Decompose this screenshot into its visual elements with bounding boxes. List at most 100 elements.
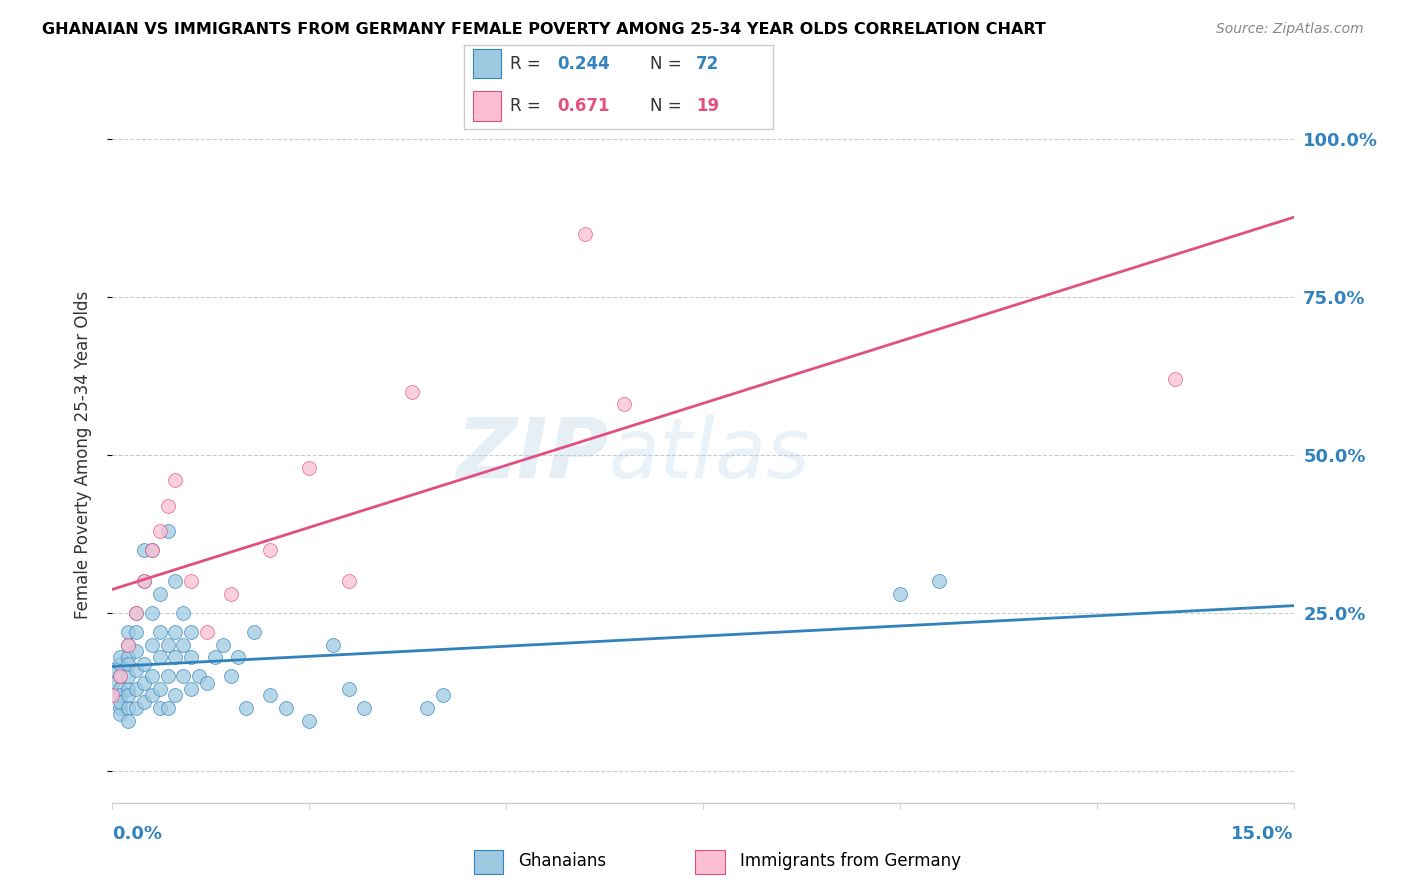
Point — [156, 669, 179, 683]
Point — [188, 669, 211, 683]
Text: atlas: atlas — [609, 415, 810, 495]
Point — [337, 574, 360, 589]
Point — [110, 650, 132, 665]
Point — [195, 675, 218, 690]
Point — [165, 688, 187, 702]
Point — [337, 681, 360, 696]
Point — [117, 688, 139, 702]
Point — [156, 638, 179, 652]
Point — [110, 688, 132, 702]
Point — [889, 587, 911, 601]
Point — [125, 606, 148, 620]
Point — [110, 669, 132, 683]
Point — [180, 574, 202, 589]
Point — [195, 625, 218, 640]
Bar — [474, 849, 503, 874]
Point — [149, 681, 172, 696]
Point — [132, 657, 155, 671]
Point — [117, 681, 139, 696]
Point — [219, 587, 242, 601]
Point — [322, 638, 344, 652]
Point — [165, 574, 187, 589]
Point — [298, 460, 321, 475]
Point — [432, 688, 454, 702]
Point — [353, 701, 375, 715]
Point — [110, 695, 132, 709]
Point — [141, 688, 163, 702]
Point — [125, 701, 148, 715]
Point — [132, 542, 155, 557]
Point — [219, 669, 242, 683]
Point — [110, 707, 132, 722]
Point — [101, 675, 124, 690]
Text: 15.0%: 15.0% — [1232, 825, 1294, 843]
Point — [117, 650, 139, 665]
Point — [141, 606, 163, 620]
Text: N =: N = — [650, 97, 686, 115]
Text: Ghanaians: Ghanaians — [517, 852, 606, 870]
Point — [165, 473, 187, 487]
Point — [1164, 372, 1187, 386]
Point — [117, 625, 139, 640]
Point — [149, 587, 172, 601]
Point — [156, 524, 179, 538]
Point — [117, 657, 139, 671]
Point — [117, 669, 139, 683]
Point — [574, 227, 596, 241]
Point — [180, 650, 202, 665]
Point — [132, 574, 155, 589]
Bar — [474, 91, 501, 120]
Point — [416, 701, 439, 715]
Point — [613, 397, 636, 411]
Point — [101, 663, 124, 677]
Text: Source: ZipAtlas.com: Source: ZipAtlas.com — [1216, 22, 1364, 37]
Point — [101, 688, 124, 702]
Text: 0.0%: 0.0% — [112, 825, 163, 843]
Point — [243, 625, 266, 640]
Point — [235, 701, 257, 715]
Point — [211, 638, 233, 652]
Point — [125, 606, 148, 620]
Point — [132, 695, 155, 709]
Point — [204, 650, 226, 665]
Point — [141, 669, 163, 683]
Point — [125, 681, 148, 696]
Text: 0.671: 0.671 — [557, 97, 609, 115]
Point — [125, 644, 148, 658]
Point — [928, 574, 950, 589]
Text: N =: N = — [650, 54, 686, 72]
Point — [172, 606, 194, 620]
Point — [180, 681, 202, 696]
Point — [228, 650, 250, 665]
Bar — [695, 849, 725, 874]
Point — [110, 669, 132, 683]
Point — [156, 701, 179, 715]
Point — [110, 701, 132, 715]
Point — [172, 638, 194, 652]
Point — [141, 542, 163, 557]
Point — [117, 638, 139, 652]
Point — [125, 625, 148, 640]
Text: R =: R = — [510, 97, 547, 115]
Point — [125, 663, 148, 677]
Point — [149, 524, 172, 538]
Text: 0.244: 0.244 — [557, 54, 610, 72]
Point — [149, 625, 172, 640]
Point — [298, 714, 321, 728]
Bar — [474, 49, 501, 78]
Point — [117, 714, 139, 728]
Point — [132, 675, 155, 690]
Text: R =: R = — [510, 54, 547, 72]
Point — [110, 657, 132, 671]
Text: 19: 19 — [696, 97, 718, 115]
Point — [141, 542, 163, 557]
Text: GHANAIAN VS IMMIGRANTS FROM GERMANY FEMALE POVERTY AMONG 25-34 YEAR OLDS CORRELA: GHANAIAN VS IMMIGRANTS FROM GERMANY FEMA… — [42, 22, 1046, 37]
Point — [117, 638, 139, 652]
Point — [117, 701, 139, 715]
Point — [165, 625, 187, 640]
Point — [259, 688, 281, 702]
Text: ZIP: ZIP — [456, 415, 609, 495]
Point — [274, 701, 297, 715]
Point — [132, 574, 155, 589]
Point — [165, 650, 187, 665]
